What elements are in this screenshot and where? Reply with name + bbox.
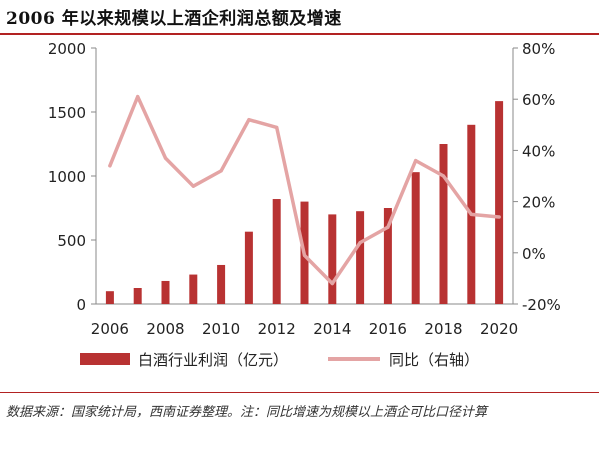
x-axis-tick-label: 2020 [480, 320, 518, 338]
growth-point-2006 [108, 164, 112, 168]
left-axis-tick-label: 500 [57, 232, 86, 250]
legend-swatch-bar [80, 353, 130, 365]
bar-2014 [328, 214, 337, 304]
right-axis-tick-label: 20% [522, 194, 555, 212]
growth-point-2015 [358, 240, 362, 245]
bar-2020 [495, 101, 504, 305]
title-divider [0, 33, 599, 35]
growth-point-2008 [163, 156, 168, 160]
x-axis-tick-label: 2016 [369, 320, 407, 338]
source-divider [0, 392, 599, 393]
title-bar: 2006 年以来规模以上酒企利润总额及增速 [0, 0, 599, 35]
bar-2017 [411, 172, 420, 304]
x-axis-tick-label: 2006 [91, 320, 129, 338]
bar-2009 [189, 274, 198, 304]
bar-2010 [217, 264, 226, 304]
line-series [108, 94, 501, 286]
legend-label-bar: 白酒行业利润（亿元） [138, 351, 288, 369]
right-axis-tick-label: 60% [522, 91, 555, 109]
bar-2007 [133, 288, 142, 304]
x-axis-tick-label: 2018 [424, 320, 462, 338]
right-axis-tick-label: 40% [522, 142, 555, 160]
bar-2011 [244, 231, 253, 304]
x-axis-tick-label: 2010 [202, 320, 240, 338]
bar-2018 [439, 144, 448, 304]
legend-label-line: 同比（右轴） [389, 351, 479, 369]
left-axis-tick-label: 2000 [48, 40, 86, 58]
growth-point-2010 [219, 169, 223, 173]
growth-point-2013 [302, 253, 307, 257]
bar-2008 [161, 280, 170, 304]
left-axis-tick-label: 0 [76, 296, 86, 314]
right-axis-tick-label: 0% [522, 245, 546, 263]
growth-point-2019 [469, 212, 473, 216]
growth-point-2018 [441, 174, 446, 178]
growth-point-2014 [330, 281, 334, 286]
growth-point-2016 [386, 225, 390, 229]
bar-2012 [272, 199, 281, 304]
bar-2016 [383, 208, 392, 304]
growth-point-2009 [191, 184, 195, 188]
growth-point-2011 [247, 118, 251, 122]
chart-title: 2006 年以来规模以上酒企利润总额及增速 [6, 9, 342, 29]
right-axis-tick-label: 80% [522, 40, 555, 58]
bar-2006 [105, 291, 114, 304]
bar-2015 [356, 211, 365, 304]
growth-point-2007 [136, 95, 140, 99]
profit-chart: 0 500 1000 1500 2000 -20% 0% 20% 40% 60% 80% 2006 20… [48, 40, 561, 369]
x-axis-tick-label: 2008 [146, 320, 184, 338]
growth-point-2017 [414, 159, 418, 163]
source-note: 数据来源：国家统计局，西南证券整理。注：同比增速为规模以上酒企可比口径计算 [6, 405, 488, 420]
chart-legend: 白酒行业利润（亿元） 同比（右轴） [80, 351, 479, 369]
growth-point-2012 [275, 125, 279, 129]
bar-series [105, 101, 504, 305]
x-axis-tick-label: 2012 [258, 320, 296, 338]
left-axis-tick-label: 1500 [48, 104, 86, 122]
left-axis-tick-label: 1000 [48, 168, 86, 186]
right-axis-tick-label: -20% [522, 296, 561, 314]
x-axis-tick-label: 2014 [313, 320, 351, 338]
growth-point-2020 [497, 215, 501, 219]
